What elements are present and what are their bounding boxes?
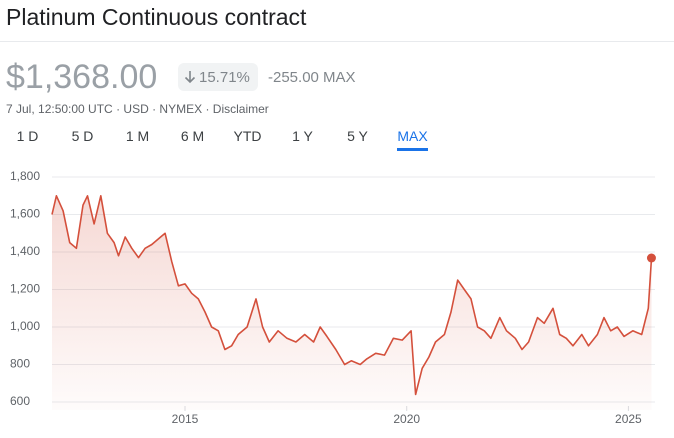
down-arrow [184,71,196,84]
change-badge: 15.71% [178,63,258,91]
y-tick-label: 1,400 [10,244,40,258]
range-tab[interactable]: 1 Y [275,128,330,149]
x-tick-label: 2015 [172,412,199,426]
tab-label: 1 Y [292,128,313,144]
meta: 7 Jul, 12:50:00 UTC · USD · NYMEX · Disc… [6,102,269,116]
range-tab[interactable]: MAX [385,128,440,151]
separator: · [112,102,124,116]
tab-label: YTD [233,128,262,144]
price-line [51,195,653,396]
range-tab[interactable]: YTD [220,128,275,149]
tab-label: 1 M [125,128,150,144]
area [52,195,652,410]
y-tick-label: 600 [10,394,30,408]
change-percent: 15.71% [199,68,250,86]
title: Platinum Continuous contract [6,4,307,30]
meta-item[interactable]: Disclaimer [212,102,269,116]
y-tick-label: 1,200 [10,282,40,296]
range-tab[interactable]: 5 D [55,128,110,149]
separator: · [148,102,160,116]
tab-label: 6 M [180,128,205,144]
meta-item: NYMEX [159,102,203,116]
range-tab[interactable]: 6 M [165,128,220,149]
range-tab[interactable]: 5 Y [330,128,385,149]
last-point [646,253,656,263]
change-value: -255.00 [268,69,319,86]
range-tab[interactable]: 1 M [110,128,165,149]
tab-label: 5 D [71,128,94,144]
tab-label: 1 D [16,128,39,144]
y-tick-label: 800 [10,357,30,371]
separator: · [202,102,213,116]
y-tick-label: 1,000 [10,319,40,333]
meta-item: 7 Jul, 12:50:00 UTC [6,102,113,116]
range-tab[interactable]: 1 D [0,128,55,149]
divider [0,41,674,42]
y-tick-label: 1,600 [10,207,40,221]
x-tick-label: 2025 [615,412,642,426]
change: -255.00 MAX [268,69,356,86]
tabs: 1 D 5 D 1 M 6 M YTD 1 Y 5 Y MAX [0,128,440,151]
price: $1,368.00 [6,58,158,96]
meta-item: USD [123,102,149,116]
x-tick-label: 2020 [393,412,420,426]
change-period: MAX [323,69,356,86]
tab-label: MAX [397,128,428,151]
y-tick-label: 1,800 [10,169,40,183]
tab-label: 5 Y [347,128,368,144]
